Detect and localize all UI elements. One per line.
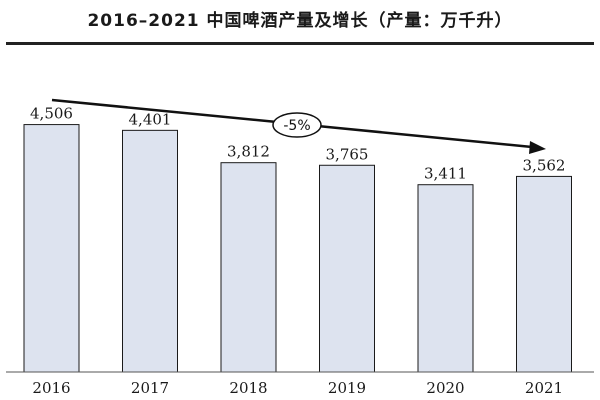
trend-label: -5% (283, 118, 310, 134)
trend-annotation: -5% (51, 98, 546, 154)
bar-2019 (319, 164, 375, 373)
x-tick-label-2017: 2017 (131, 379, 169, 397)
value-label-2019: 3,765 (326, 145, 369, 163)
bar-2016 (23, 124, 80, 373)
bar-2021 (516, 175, 572, 373)
bar-2017 (122, 129, 178, 373)
value-label-2016: 4,506 (30, 105, 73, 123)
x-tick-label-2018: 2018 (229, 379, 267, 397)
value-label-2017: 4,401 (129, 110, 172, 128)
x-tick-labels-group: 2016 2017 2018 2019 2020 2021 (32, 379, 563, 397)
title-divider (6, 42, 594, 45)
x-tick-label-2019: 2019 (328, 379, 366, 397)
value-label-2020: 3,411 (424, 165, 467, 183)
chart-title: 2016–2021 中国啤酒产量及增长（产量：万千升） (87, 11, 513, 31)
trend-arrow-head (529, 141, 546, 154)
trend-label-oval (272, 112, 322, 138)
value-labels-group: 4,506 4,401 3,812 3,765 3,411 3,562 (30, 105, 565, 183)
value-label-2018: 3,812 (227, 143, 270, 161)
x-tick-label-2021: 2021 (525, 379, 563, 397)
x-tick-label-2016: 2016 (32, 379, 70, 397)
value-label-2021: 3,562 (523, 156, 566, 174)
bars-group (23, 124, 572, 373)
bar-2018 (220, 162, 277, 373)
x-tick-label-2020: 2020 (426, 379, 464, 397)
bar-2020 (417, 184, 474, 373)
